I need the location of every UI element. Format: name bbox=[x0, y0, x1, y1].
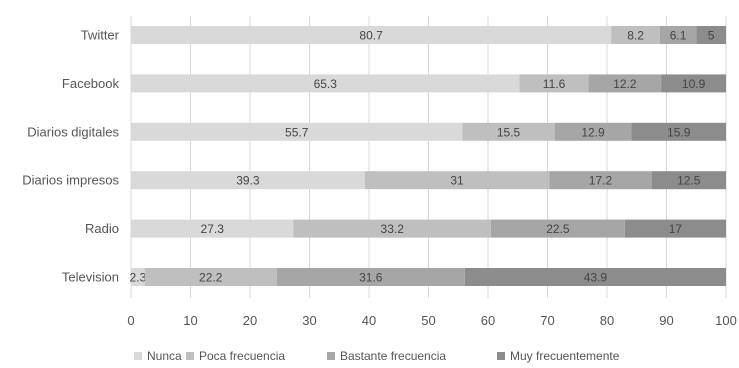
data-label-facebook-nunca: 65.3 bbox=[314, 77, 338, 91]
category-label-diarios-digitales: Diarios digitales bbox=[27, 124, 119, 139]
bar-facebook-bastante-frecuencia bbox=[588, 74, 662, 93]
bar-television-poca-frecuencia bbox=[144, 268, 277, 286]
data-label-facebook-bastante-frecuencia: 12.2 bbox=[613, 77, 637, 91]
x-tick-label-30: 30 bbox=[302, 313, 316, 328]
bar-twitter-poca-frecuencia bbox=[611, 26, 660, 44]
data-label-television-nunca: 2.3 bbox=[129, 271, 146, 285]
x-axis-ticks: 0 10 20 30 40 50 60 70 80 90 100 bbox=[127, 313, 736, 328]
x-tick-label-10: 10 bbox=[183, 313, 197, 328]
legend: Nunca Poca frecuencia Bastante frecuencia M… bbox=[134, 349, 620, 363]
data-label-television-bastante-frecuencia: 31.6 bbox=[359, 271, 383, 285]
data-label-diarios-impresos-nunca: 39.3 bbox=[236, 174, 260, 188]
bar-diarios-impresos-bastante-frecuencia bbox=[549, 171, 652, 190]
bar-facebook-nunca bbox=[131, 74, 520, 93]
x-tick-label-90: 90 bbox=[659, 313, 673, 328]
bar-radio-poca-frecuencia bbox=[293, 219, 491, 238]
data-label-diarios-digitales-nunca: 55.7 bbox=[285, 125, 309, 139]
bar-diarios-impresos-muy-frecuentemente bbox=[651, 171, 726, 190]
bar-diarios-impresos-nunca bbox=[131, 171, 365, 190]
data-label-twitter-muy-frecuentemente: 5 bbox=[708, 29, 715, 43]
data-label-diarios-digitales-bastante-frecuencia: 12.9 bbox=[581, 125, 605, 139]
category-labels: Twitter Facebook Diarios digitales Diarios … bbox=[22, 28, 119, 285]
bar-diarios-impresos-poca-frecuencia bbox=[364, 171, 550, 190]
data-label-diarios-impresos-poca-frecuencia: 31 bbox=[450, 174, 464, 188]
data-label-radio-muy-frecuentemente: 17 bbox=[669, 222, 683, 236]
x-tick-label-20: 20 bbox=[243, 313, 257, 328]
x-tick-label-80: 80 bbox=[600, 313, 614, 328]
x-tick-label-0: 0 bbox=[127, 313, 134, 328]
legend-label-muy-frecuentemente: Muy frecuentemente bbox=[510, 349, 620, 363]
bar-television-bastante-frecuencia bbox=[276, 268, 465, 286]
bar-television-nunca bbox=[131, 268, 145, 286]
category-label-diarios-impresos: Diarios impresos bbox=[22, 173, 119, 188]
data-label-diarios-impresos-bastante-frecuencia: 17.2 bbox=[589, 174, 613, 188]
bar-television-muy-frecuentemente bbox=[464, 268, 726, 286]
bar-twitter-bastante-frecuencia bbox=[659, 26, 697, 44]
legend-label-bastante-frecuencia: Bastante frecuencia bbox=[340, 349, 446, 363]
data-label-facebook-muy-frecuentemente: 10.9 bbox=[682, 77, 706, 91]
bar-diarios-digitales-bastante-frecuencia bbox=[554, 122, 632, 141]
x-tick-label-100: 100 bbox=[715, 313, 737, 328]
bar-facebook-muy-frecuentemente bbox=[661, 74, 726, 93]
legend-swatch-muy-frecuentemente bbox=[497, 352, 505, 360]
legend-label-nunca: Nunca bbox=[147, 349, 182, 363]
x-tick-label-60: 60 bbox=[481, 313, 495, 328]
legend-label-poca-frecuencia: Poca frecuencia bbox=[199, 349, 285, 363]
bars-group: 80.7 8.2 6.1 5 65.3 11.6 12.2 10.9 55.7 15.5 12.9 1… bbox=[129, 26, 726, 286]
grid-lines bbox=[130, 16, 727, 298]
data-label-radio-bastante-frecuencia: 22.5 bbox=[546, 222, 570, 236]
bar-radio-muy-frecuentemente bbox=[624, 219, 726, 238]
data-label-twitter-poca-frecuencia: 8.2 bbox=[627, 29, 644, 43]
legend-swatch-bastante-frecuencia bbox=[327, 352, 335, 360]
category-label-facebook: Facebook bbox=[62, 76, 120, 91]
bar-radio-bastante-frecuencia bbox=[490, 219, 625, 238]
bar-radio-nunca bbox=[131, 219, 294, 238]
bar-twitter-muy-frecuentemente bbox=[696, 26, 726, 44]
bar-diarios-digitales-muy-frecuentemente bbox=[631, 122, 726, 141]
data-label-twitter-nunca: 80.7 bbox=[359, 29, 383, 43]
bar-diarios-digitales-poca-frecuencia bbox=[462, 122, 555, 141]
bar-twitter-nunca bbox=[131, 26, 612, 44]
data-label-facebook-poca-frecuencia: 11.6 bbox=[543, 77, 566, 91]
data-label-diarios-digitales-muy-frecuentemente: 15.9 bbox=[667, 125, 691, 139]
legend-swatch-nunca bbox=[134, 352, 142, 360]
data-label-diarios-digitales-poca-frecuencia: 15.5 bbox=[497, 125, 521, 139]
bar-facebook-poca-frecuencia bbox=[519, 74, 589, 93]
x-tick-label-70: 70 bbox=[540, 313, 554, 328]
data-label-television-muy-frecuentemente: 43.9 bbox=[584, 271, 608, 285]
x-tick-label-50: 50 bbox=[421, 313, 435, 328]
data-label-radio-nunca: 27.3 bbox=[201, 222, 225, 236]
data-label-radio-poca-frecuencia: 33.2 bbox=[381, 222, 405, 236]
data-label-television-poca-frecuencia: 22.2 bbox=[199, 271, 223, 285]
bar-diarios-digitales-nunca bbox=[131, 122, 463, 141]
legend-swatch-poca-frecuencia bbox=[186, 352, 194, 360]
category-label-television: Television bbox=[62, 270, 119, 285]
data-label-twitter-bastante-frecuencia: 6.1 bbox=[670, 29, 687, 43]
x-tick-label-40: 40 bbox=[362, 313, 376, 328]
data-label-diarios-impresos-muy-frecuentemente: 12.5 bbox=[677, 174, 701, 188]
category-label-radio: Radio bbox=[85, 221, 119, 236]
category-label-twitter: Twitter bbox=[81, 28, 120, 43]
